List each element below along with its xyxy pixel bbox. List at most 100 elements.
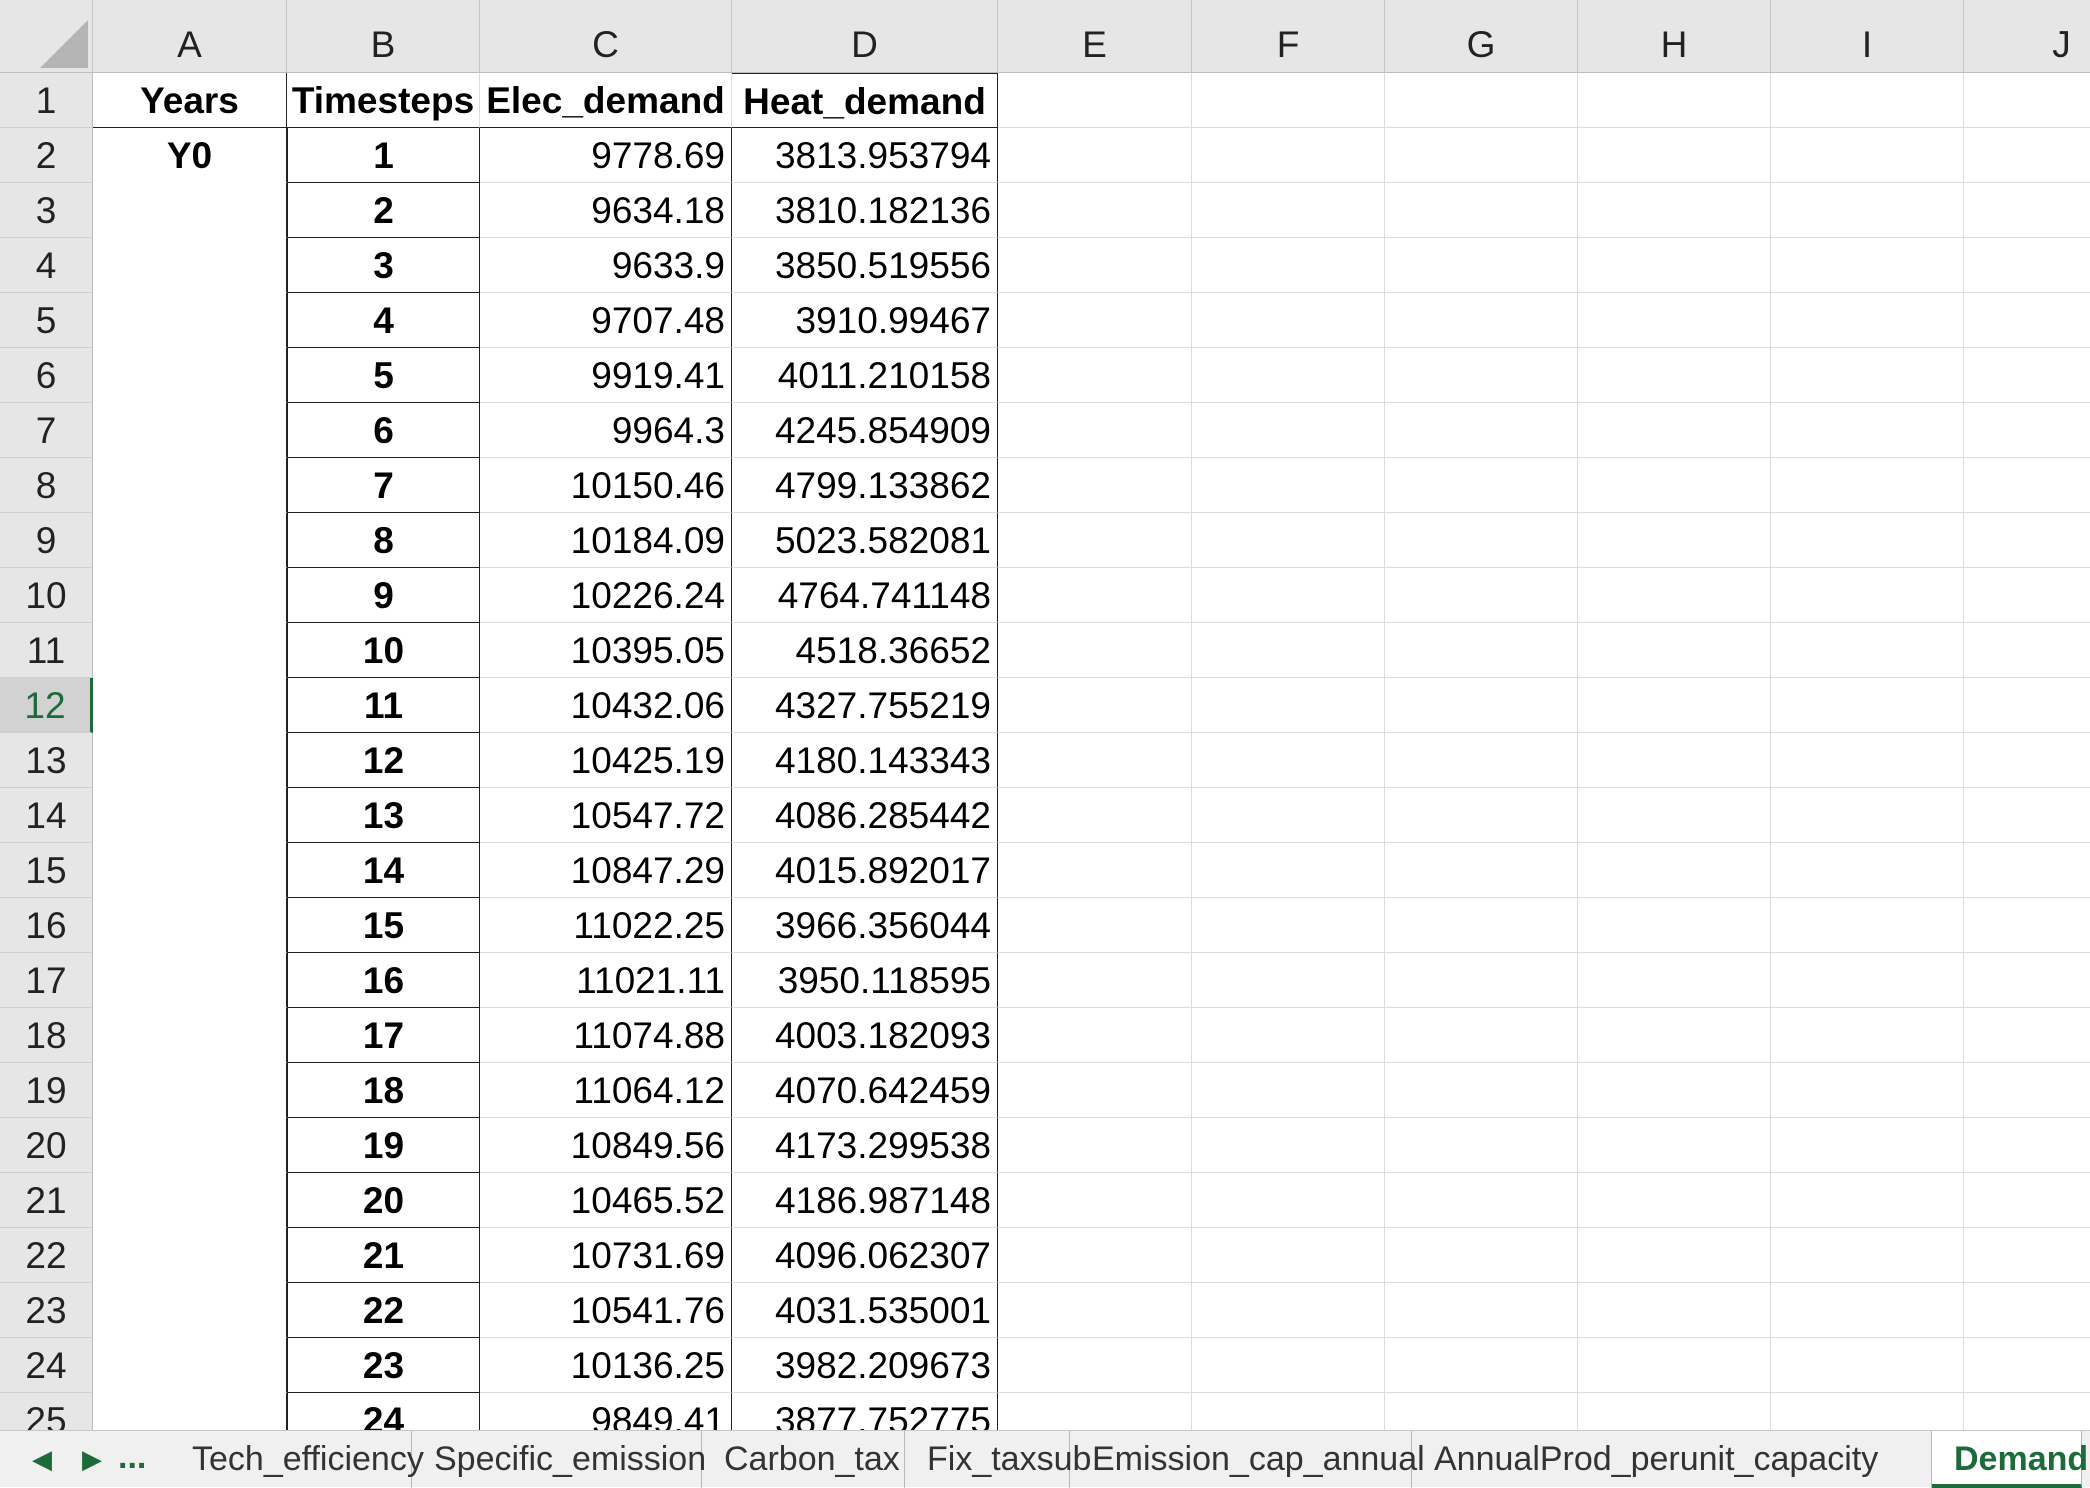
cell-a9[interactable] [93, 513, 287, 568]
cell-j3[interactable] [1964, 183, 2090, 238]
cell-b18[interactable]: 17 [287, 1008, 480, 1063]
cell-d2[interactable]: 3813.953794 [732, 128, 998, 183]
row-header-2[interactable]: 2 [0, 128, 93, 183]
cell-d9[interactable]: 5023.582081 [732, 513, 998, 568]
cell-f24[interactable] [1192, 1338, 1385, 1393]
row-header-24[interactable]: 24 [0, 1338, 93, 1393]
cell-c3[interactable]: 9634.18 [480, 183, 732, 238]
cell-i23[interactable] [1771, 1283, 1964, 1338]
cell-f5[interactable] [1192, 293, 1385, 348]
cell-i21[interactable] [1771, 1173, 1964, 1228]
cell-a5[interactable] [93, 293, 287, 348]
cell-i2[interactable] [1771, 128, 1964, 183]
cell-b9[interactable]: 8 [287, 513, 480, 568]
cell-d10[interactable]: 4764.741148 [732, 568, 998, 623]
row-header-15[interactable]: 15 [0, 843, 93, 898]
cell-e16[interactable] [998, 898, 1192, 953]
cell-a10[interactable] [93, 568, 287, 623]
more-sheets-button[interactable]: ... [118, 1438, 147, 1476]
cell-g21[interactable] [1385, 1173, 1578, 1228]
cell-f18[interactable] [1192, 1008, 1385, 1063]
cell-h7[interactable] [1578, 403, 1771, 458]
cell-d17[interactable]: 3950.118595 [732, 953, 998, 1008]
cell-b13[interactable]: 12 [287, 733, 480, 788]
cell-d22[interactable]: 4096.062307 [732, 1228, 998, 1283]
cell-g14[interactable] [1385, 788, 1578, 843]
column-header-g[interactable]: G [1385, 0, 1578, 73]
cell-h10[interactable] [1578, 568, 1771, 623]
cell-g7[interactable] [1385, 403, 1578, 458]
row-header-19[interactable]: 19 [0, 1063, 93, 1118]
cell-e15[interactable] [998, 843, 1192, 898]
cell-h4[interactable] [1578, 238, 1771, 293]
caret-left-icon[interactable]: ◀ [32, 1444, 52, 1474]
cell-d12[interactable]: 4327.755219 [732, 678, 998, 733]
cell-j6[interactable] [1964, 348, 2090, 403]
cell-b2[interactable]: 1 [287, 128, 480, 183]
row-header-3[interactable]: 3 [0, 183, 93, 238]
cell-h2[interactable] [1578, 128, 1771, 183]
cell-b7[interactable]: 6 [287, 403, 480, 458]
cell-i17[interactable] [1771, 953, 1964, 1008]
cell-e18[interactable] [998, 1008, 1192, 1063]
cell-h8[interactable] [1578, 458, 1771, 513]
row-header-13[interactable]: 13 [0, 733, 93, 788]
cell-e13[interactable] [998, 733, 1192, 788]
cell-f10[interactable] [1192, 568, 1385, 623]
cell-d20[interactable]: 4173.299538 [732, 1118, 998, 1173]
cell-f16[interactable] [1192, 898, 1385, 953]
cell-j18[interactable] [1964, 1008, 2090, 1063]
cell-g5[interactable] [1385, 293, 1578, 348]
cell-f20[interactable] [1192, 1118, 1385, 1173]
cell-i14[interactable] [1771, 788, 1964, 843]
column-header-f[interactable]: F [1192, 0, 1385, 73]
cell-b4[interactable]: 3 [287, 238, 480, 293]
cell-d3[interactable]: 3810.182136 [732, 183, 998, 238]
cell-d5[interactable]: 3910.99467 [732, 293, 998, 348]
cell-j22[interactable] [1964, 1228, 2090, 1283]
cell-a7[interactable] [93, 403, 287, 458]
cell-e24[interactable] [998, 1338, 1192, 1393]
row-header-16[interactable]: 16 [0, 898, 93, 953]
cell-i8[interactable] [1771, 458, 1964, 513]
cell-a19[interactable] [93, 1063, 287, 1118]
cell-i22[interactable] [1771, 1228, 1964, 1283]
cell-b12[interactable]: 11 [287, 678, 480, 733]
cell-e6[interactable] [998, 348, 1192, 403]
cell-a22[interactable] [93, 1228, 287, 1283]
cell-f11[interactable] [1192, 623, 1385, 678]
cell-b25[interactable]: 24 [287, 1393, 480, 1430]
cell-h15[interactable] [1578, 843, 1771, 898]
select-all-corner[interactable] [0, 0, 93, 73]
cell-f6[interactable] [1192, 348, 1385, 403]
cell-j14[interactable] [1964, 788, 2090, 843]
cell-a18[interactable] [93, 1008, 287, 1063]
cell-a4[interactable] [93, 238, 287, 293]
cell-a3[interactable] [93, 183, 287, 238]
sheet-tab-fix-taxsub[interactable]: Fix_taxsub [905, 1431, 1091, 1488]
cell-f21[interactable] [1192, 1173, 1385, 1228]
cell-d6[interactable]: 4011.210158 [732, 348, 998, 403]
cell-g12[interactable] [1385, 678, 1578, 733]
cell-a11[interactable] [93, 623, 287, 678]
cell-d4[interactable]: 3850.519556 [732, 238, 998, 293]
cell-c19[interactable]: 11064.12 [480, 1063, 732, 1118]
cell-g22[interactable] [1385, 1228, 1578, 1283]
cell-e21[interactable] [998, 1173, 1192, 1228]
row-header-6[interactable]: 6 [0, 348, 93, 403]
cell-f13[interactable] [1192, 733, 1385, 788]
sheet-tab-specific-emission[interactable]: Specific_emission [412, 1431, 706, 1488]
cell-h9[interactable] [1578, 513, 1771, 568]
cell-d19[interactable]: 4070.642459 [732, 1063, 998, 1118]
cell-c23[interactable]: 10541.76 [480, 1283, 732, 1338]
cell-b21[interactable]: 20 [287, 1173, 480, 1228]
row-header-5[interactable]: 5 [0, 293, 93, 348]
cell-d8[interactable]: 4799.133862 [732, 458, 998, 513]
cell-f25[interactable] [1192, 1393, 1385, 1430]
cell-d15[interactable]: 4015.892017 [732, 843, 998, 898]
cell-g16[interactable] [1385, 898, 1578, 953]
cell-c24[interactable]: 10136.25 [480, 1338, 732, 1393]
cell-e25[interactable] [998, 1393, 1192, 1430]
cell-e7[interactable] [998, 403, 1192, 458]
cell-f9[interactable] [1192, 513, 1385, 568]
